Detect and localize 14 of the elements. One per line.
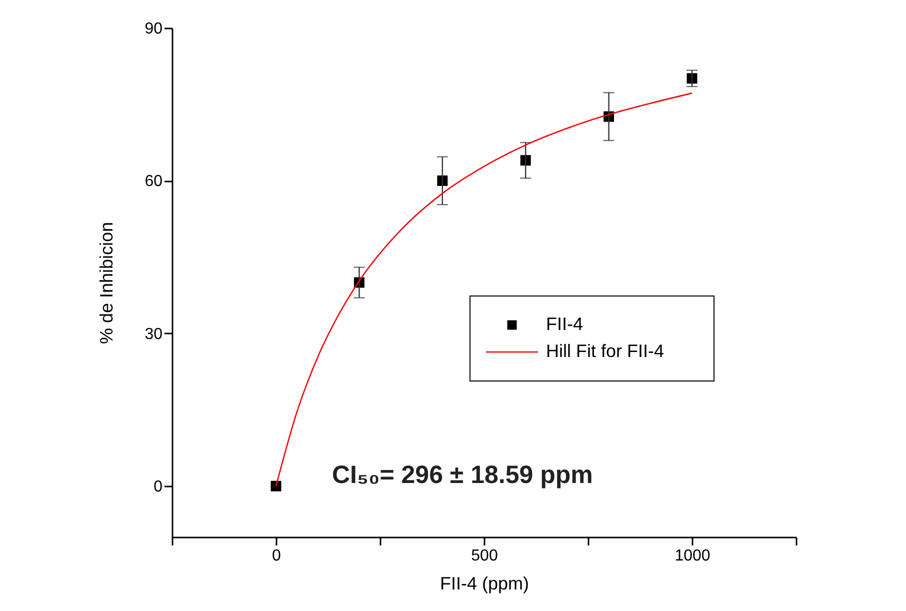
- legend-label: FII-4: [546, 314, 584, 334]
- legend-label: Hill Fit for FII-4: [546, 341, 664, 361]
- y-axis-title: % de Inhibicion: [96, 222, 117, 344]
- x-tick-label: 500: [471, 548, 498, 564]
- annotation: CI₅₀= 296 ± 18.59 ppm: [332, 461, 593, 489]
- x-tick-label: 0: [272, 548, 282, 564]
- x-tick-label: 1000: [674, 548, 710, 564]
- y-tick-label: 30: [144, 326, 163, 343]
- point: [437, 175, 448, 186]
- y-tick-label: 0: [154, 478, 163, 496]
- y-tick-label: 90: [144, 20, 163, 38]
- y-tick-label: 60: [144, 173, 163, 190]
- point: [520, 155, 531, 166]
- x-axis-title: FII-4 (ppm): [440, 574, 530, 594]
